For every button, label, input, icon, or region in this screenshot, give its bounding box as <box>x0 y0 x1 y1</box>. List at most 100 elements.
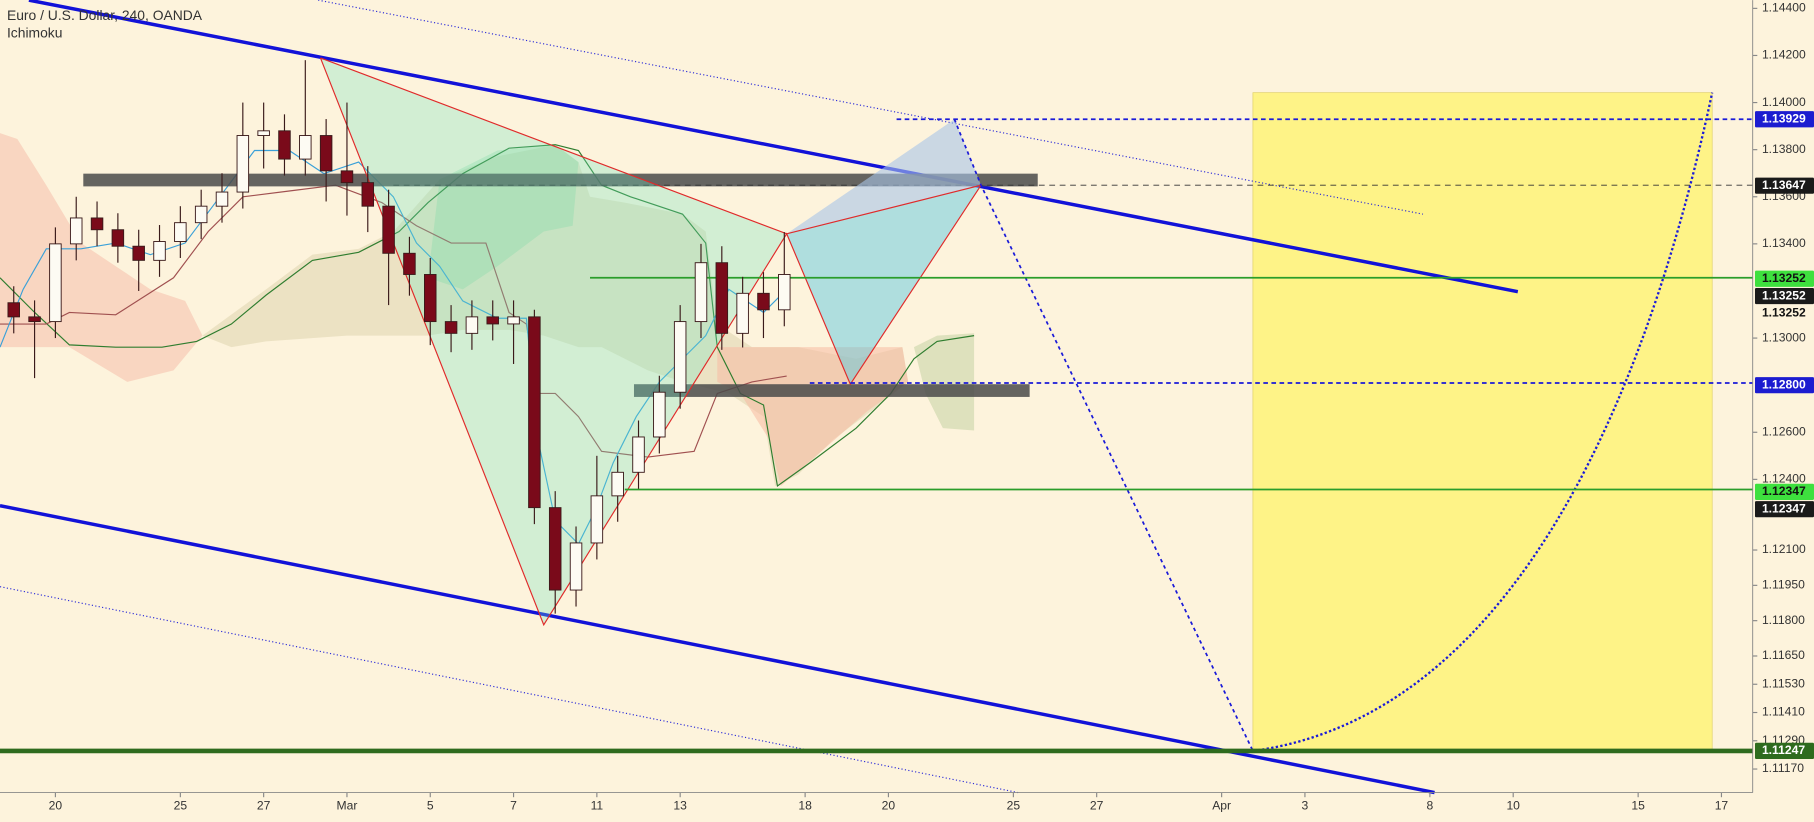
candle-body <box>319 135 333 172</box>
y-tick-label: 1.11410 <box>1762 705 1805 719</box>
x-tick-label: 17 <box>1715 799 1729 813</box>
candle-body <box>257 130 270 136</box>
y-tick-label: 1.11950 <box>1762 578 1805 592</box>
cloud <box>717 347 909 487</box>
candle-body <box>361 182 375 207</box>
y-tick-label: 1.12600 <box>1762 424 1806 438</box>
candle-body <box>424 274 437 323</box>
candle-body <box>69 217 83 245</box>
cloud <box>202 144 909 487</box>
price-tag <box>1754 287 1814 305</box>
support-zone <box>633 384 1030 397</box>
candle-body <box>653 391 666 438</box>
candle-body <box>340 170 354 184</box>
candle-body <box>694 262 708 323</box>
price-tag-label: 1.12347 <box>1762 501 1806 515</box>
candle-body <box>236 135 250 193</box>
y-tick-label: 1.13800 <box>1762 142 1806 156</box>
channel-dotted <box>318 0 1424 215</box>
candle-body <box>715 262 729 334</box>
pattern-line <box>319 57 983 627</box>
chart-subtitle: Ichimoku <box>7 24 63 40</box>
candle-body <box>111 229 125 247</box>
candle-body <box>632 436 645 473</box>
price-tag-label: 1.13252 <box>1762 288 1806 302</box>
channel-line <box>28 0 1519 294</box>
price-tag <box>1754 742 1814 760</box>
candle-body <box>673 321 687 393</box>
candle-body <box>7 302 20 318</box>
candle-body <box>403 252 416 275</box>
resistance-zone <box>83 173 1038 187</box>
x-tick-label: 25 <box>1007 799 1021 813</box>
y-tick-label: 1.14200 <box>1762 48 1806 62</box>
price-tag-label: 1.11247 <box>1762 743 1805 757</box>
x-tick-label: 27 <box>1090 799 1104 813</box>
candle-body <box>444 321 458 334</box>
candle-body <box>278 130 291 160</box>
y-tick-label: 1.11170 <box>1762 761 1804 775</box>
candle-body <box>590 495 604 544</box>
candle-body <box>757 292 770 311</box>
x-tick-label: 10 <box>1506 799 1520 813</box>
target-zone <box>1252 92 1713 752</box>
price-tag <box>1754 270 1814 287</box>
candle-body <box>486 316 499 325</box>
y-tick-label: 1.13400 <box>1762 236 1806 250</box>
channel-line <box>0 503 1435 795</box>
pattern-area <box>786 185 982 385</box>
candle-body <box>528 316 541 509</box>
x-tick-label: Mar <box>337 799 358 813</box>
candle-body <box>778 274 791 311</box>
cloud <box>913 333 975 431</box>
x-tick-label: 15 <box>1631 799 1645 813</box>
senkou-line <box>0 144 975 488</box>
y-tick-label: 1.11800 <box>1762 613 1805 627</box>
candle-body <box>28 316 41 323</box>
candle-body <box>569 542 583 591</box>
price-tag <box>1754 501 1814 518</box>
x-tick-label: 20 <box>49 799 63 813</box>
x-tick-label: 25 <box>174 799 188 813</box>
price-tag-label: 1.12800 <box>1762 377 1806 391</box>
x-tick-label: 5 <box>427 799 434 813</box>
y-tick-label: 1.12400 <box>1762 472 1806 486</box>
x-tick-label: 18 <box>798 799 812 813</box>
price-tag <box>1754 483 1814 500</box>
y-tick-label: 1.13000 <box>1762 330 1806 344</box>
price-tag <box>1754 111 1814 128</box>
chart-title: Euro / U.S. Dollar, 240, OANDA <box>7 7 203 23</box>
pattern-area <box>786 119 982 234</box>
price-tag-label: 1.13929 <box>1762 111 1806 125</box>
candle-body <box>174 222 187 242</box>
candle-body <box>90 217 104 231</box>
price-tag <box>1754 377 1814 394</box>
drawings <box>0 0 1753 795</box>
candle-body <box>132 245 145 261</box>
x-tick-label: 3 <box>1302 799 1309 813</box>
price-tag-label: 1.13252 <box>1762 306 1806 320</box>
candle-body <box>153 241 166 261</box>
y-tick-label: 1.11530 <box>1762 676 1805 690</box>
projection-line <box>953 118 1254 752</box>
x-tick-label: 13 <box>673 799 687 813</box>
candle-body <box>194 205 208 224</box>
candle-body <box>215 191 229 207</box>
y-tick-label: 1.11650 <box>1762 648 1805 662</box>
y-tick-label: 1.14400 <box>1762 1 1806 15</box>
candle-body <box>299 135 312 160</box>
price-tag-label: 1.13252 <box>1762 271 1806 285</box>
projection-curve <box>1252 92 1714 753</box>
price-tag-label: 1.12347 <box>1762 484 1806 498</box>
candle-body <box>736 292 749 334</box>
x-tick-label: 27 <box>257 799 271 813</box>
y-tick-label: 1.12100 <box>1762 542 1806 556</box>
candle-body <box>611 471 624 497</box>
price-tag <box>1754 177 1814 194</box>
pattern-area <box>320 57 787 625</box>
x-tick-label: Apr <box>1212 799 1231 813</box>
price-tag-label: 1.13647 <box>1762 178 1806 192</box>
candle-body <box>382 205 395 254</box>
